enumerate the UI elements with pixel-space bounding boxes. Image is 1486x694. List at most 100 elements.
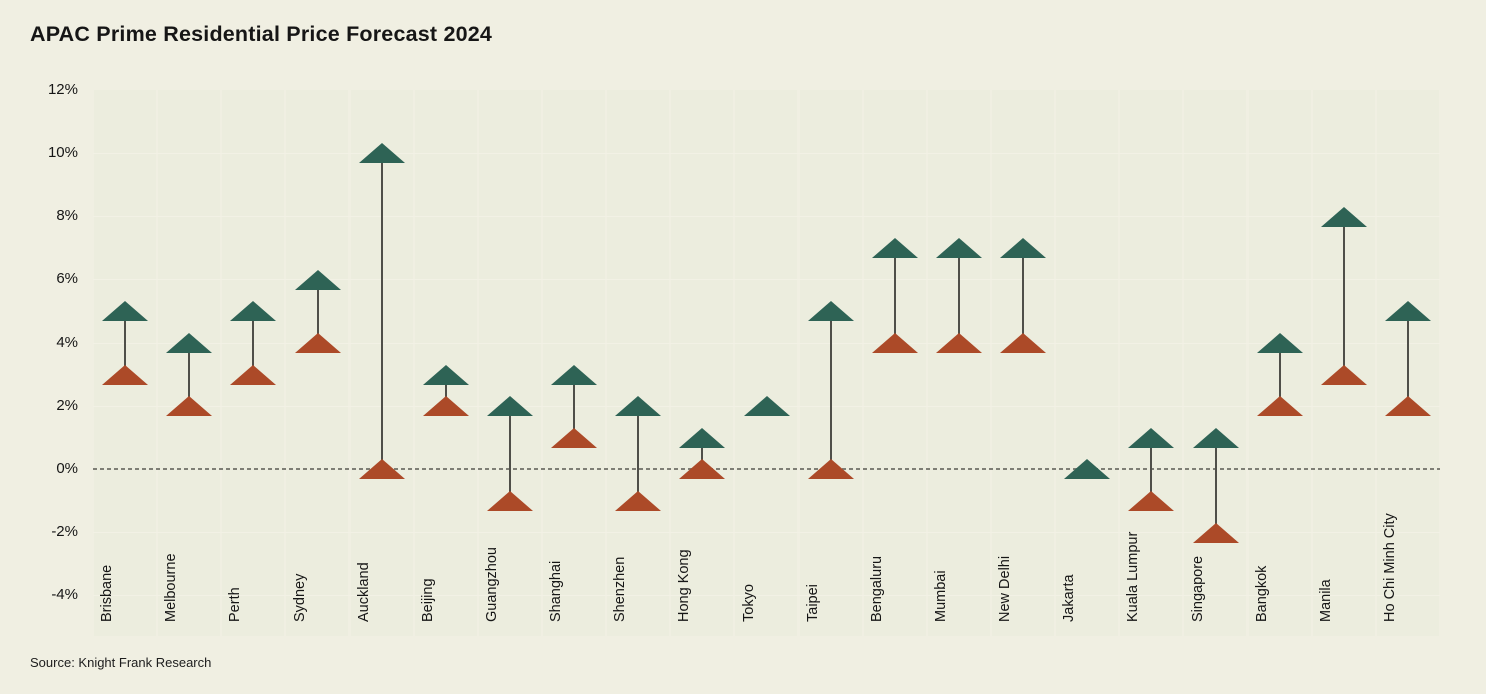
max-arrow-icon (102, 301, 149, 322)
y-tick-label: 10% (47, 143, 78, 161)
x-axis-label: Melbourne (163, 553, 180, 622)
gridline (93, 279, 1440, 281)
range-connector (252, 311, 255, 375)
range-connector (188, 343, 191, 407)
range-connector (957, 248, 960, 343)
min-arrow-icon (230, 364, 277, 385)
range-connector (1214, 437, 1217, 533)
max-arrow-icon (871, 238, 918, 259)
range-connector (829, 311, 832, 470)
x-axis-label: Mumbai (932, 570, 949, 622)
gridline (93, 342, 1440, 344)
x-axis-label: Jakarta (1061, 574, 1078, 622)
max-arrow-icon (1256, 333, 1303, 353)
max-arrow-icon (743, 396, 790, 417)
max-arrow-icon (166, 333, 213, 353)
range-connector (124, 311, 127, 375)
min-arrow-icon (615, 491, 662, 512)
range-connector (1150, 437, 1153, 501)
x-axis-label: Bengaluru (868, 555, 885, 622)
max-arrow-icon (807, 301, 854, 322)
column-band (992, 90, 1055, 636)
x-axis-label: Ho Chi Minh City (1381, 513, 1398, 622)
column-band (414, 90, 477, 636)
y-tick-label: 12% (47, 80, 78, 98)
column-band (1056, 90, 1119, 636)
min-arrow-icon (1320, 364, 1367, 385)
x-axis-label: Shenzhen (612, 556, 629, 622)
y-tick-label: 8% (56, 207, 78, 224)
min-arrow-icon (871, 333, 918, 353)
max-arrow-icon (486, 396, 533, 417)
min-arrow-icon (807, 459, 854, 480)
min-arrow-icon (166, 396, 213, 417)
x-axis-label: Tokyo (740, 584, 757, 622)
max-arrow-icon (294, 269, 341, 290)
x-axis-label: Auckland (355, 562, 372, 622)
gridline (93, 595, 1440, 597)
source-note: Source: Knight Frank Research (30, 655, 212, 670)
range-connector (573, 374, 576, 438)
gridline (93, 152, 1440, 154)
min-arrow-icon (1000, 333, 1047, 353)
y-tick-label: -4% (51, 586, 78, 604)
min-arrow-icon (935, 333, 982, 353)
range-connector (380, 153, 383, 470)
min-arrow-icon (1384, 396, 1431, 417)
column-band (1184, 90, 1247, 636)
max-arrow-icon (358, 143, 405, 164)
x-axis-label: New Delhi (997, 555, 1014, 622)
min-arrow-icon (679, 459, 726, 480)
range-connector (316, 279, 319, 343)
min-arrow-icon (294, 333, 341, 353)
min-arrow-icon (102, 364, 149, 385)
column-band (1120, 90, 1183, 636)
y-tick-label: 6% (56, 270, 78, 288)
range-connector (1278, 343, 1281, 407)
range-connector (1406, 311, 1409, 407)
max-arrow-icon (1064, 459, 1111, 480)
max-arrow-icon (230, 301, 277, 322)
column-band (927, 90, 990, 636)
column-band (863, 90, 926, 636)
min-arrow-icon (551, 427, 598, 448)
zero-gridline (93, 468, 1440, 471)
max-arrow-icon (1384, 301, 1431, 322)
y-tick-label: -2% (51, 523, 78, 541)
min-arrow-icon (358, 459, 405, 480)
chart-title: APAC Prime Residential Price Forecast 20… (30, 22, 493, 46)
max-arrow-icon (551, 364, 598, 385)
column-band (735, 90, 798, 636)
min-arrow-icon (486, 491, 533, 512)
max-arrow-icon (935, 238, 982, 259)
max-arrow-icon (679, 427, 726, 448)
range-connector (444, 374, 447, 407)
max-arrow-icon (1128, 427, 1175, 448)
x-axis-label: Bangkok (1253, 565, 1270, 622)
range-connector (1342, 216, 1345, 375)
column-band (478, 90, 541, 636)
y-tick-label: 4% (56, 333, 78, 351)
min-arrow-icon (1192, 522, 1239, 543)
x-axis-label: Singapore (1189, 555, 1206, 622)
column-band (671, 90, 734, 636)
max-arrow-icon (1000, 238, 1047, 259)
x-axis-label: Kuala Lumpur (1125, 531, 1142, 622)
range-connector (701, 437, 704, 470)
y-tick-label: 0% (56, 459, 78, 477)
range-connector (893, 248, 896, 343)
gridline (93, 216, 1440, 217)
x-axis-label: Guangzhou (483, 547, 500, 622)
min-arrow-icon (1128, 491, 1175, 512)
column-band (543, 90, 606, 636)
x-axis-label: Sydney (291, 573, 308, 622)
max-arrow-icon (1192, 427, 1239, 448)
x-axis-label: Taipei (804, 584, 821, 622)
min-arrow-icon (422, 396, 469, 417)
column-band (607, 90, 670, 636)
max-arrow-icon (1320, 206, 1367, 227)
gridline (93, 532, 1440, 534)
x-axis-label: Manila (1317, 579, 1334, 622)
range-connector (1022, 248, 1025, 343)
y-tick-label: 2% (56, 396, 78, 414)
